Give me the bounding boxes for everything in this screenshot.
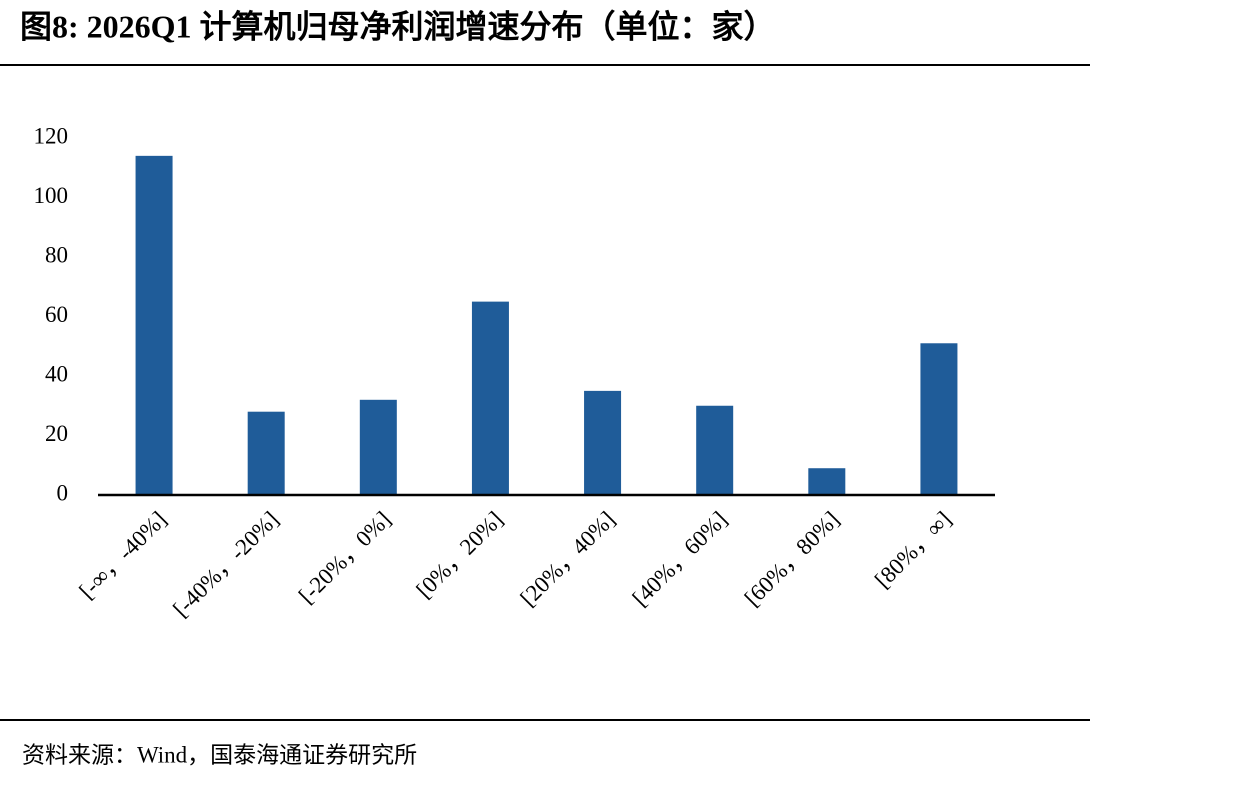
bar xyxy=(696,405,734,495)
x-tick-label: [40%，60%] xyxy=(628,507,732,611)
chart-title: 图8: 2026Q1 计算机归母净利润增速分布（单位：家） xyxy=(20,8,776,44)
y-tick-label: 80 xyxy=(45,242,68,267)
bar xyxy=(135,155,173,495)
x-tick-label: [0%，20%] xyxy=(411,507,507,603)
y-tick-label: 0 xyxy=(57,480,69,505)
y-tick-label: 60 xyxy=(45,302,68,327)
bar xyxy=(471,301,509,495)
bar xyxy=(584,390,622,495)
x-tick-label: [60%，80%] xyxy=(740,507,844,611)
x-tick-label: [-20%，0%] xyxy=(294,507,396,609)
bar xyxy=(359,399,397,495)
x-tick-label: [-40%，-20%] xyxy=(168,507,283,622)
y-tick-label: 120 xyxy=(34,123,69,148)
x-tick-label: [-∞，-40%] xyxy=(74,507,171,604)
y-tick-label: 20 xyxy=(45,421,68,446)
bar xyxy=(808,468,846,495)
x-tick-label: [20%，40%] xyxy=(515,507,619,611)
x-tick-label: [80%，∞] xyxy=(870,507,956,593)
bar xyxy=(920,343,958,495)
y-tick-label: 100 xyxy=(34,183,69,208)
source-note: 资料来源：Wind，国泰海通证券研究所 xyxy=(22,742,417,767)
bar xyxy=(247,411,285,495)
y-tick-label: 40 xyxy=(45,361,68,386)
